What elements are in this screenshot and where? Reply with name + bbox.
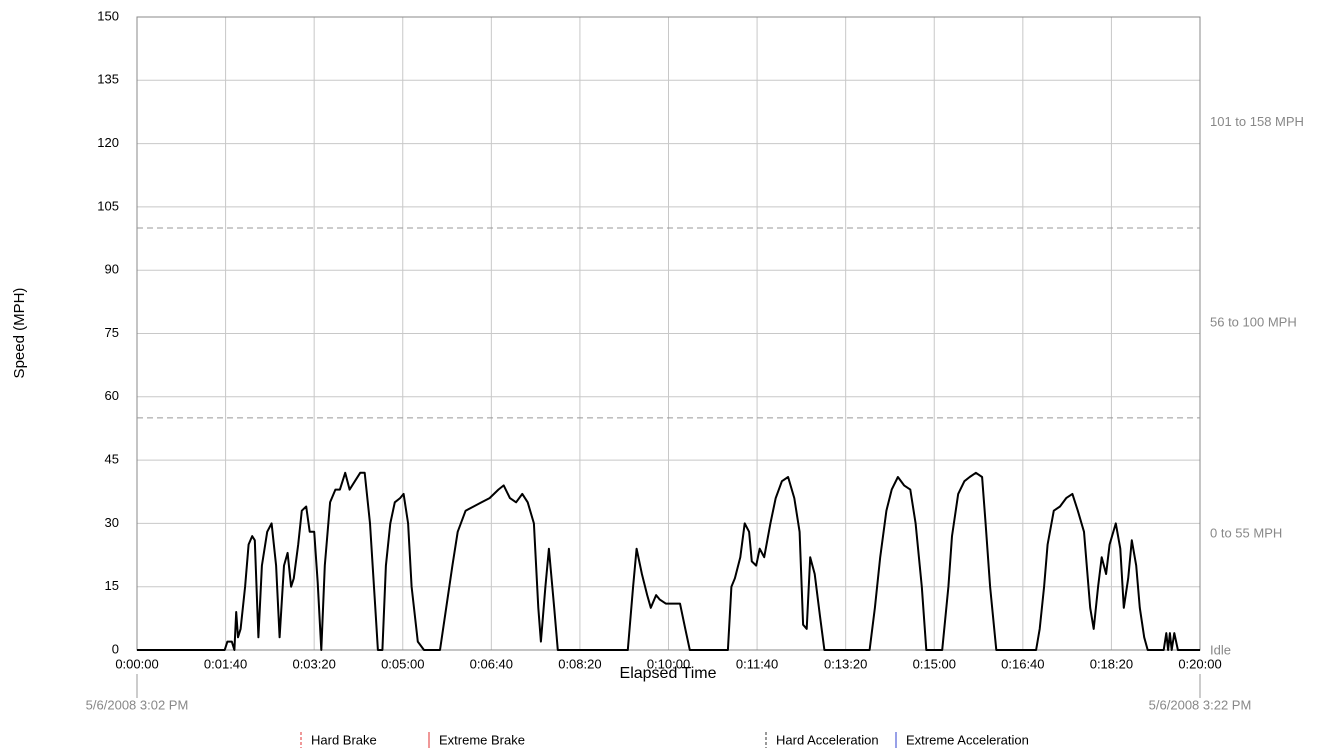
zone-label: Idle <box>1210 642 1231 657</box>
y-tick-label: 150 <box>97 8 119 23</box>
x-tick-label: 0:18:20 <box>1090 656 1133 671</box>
y-tick-label: 135 <box>97 72 119 87</box>
end-date: 5/6/2008 3:22 PM <box>1149 697 1252 712</box>
x-tick-label: 0:01:40 <box>204 656 247 671</box>
y-tick-label: 45 <box>105 452 119 467</box>
y-tick-label: 15 <box>105 578 119 593</box>
plot-frame <box>136 16 1201 651</box>
legend-label: Hard Acceleration <box>776 732 879 747</box>
start-date: 5/6/2008 3:02 PM <box>86 697 189 712</box>
y-tick-label: 0 <box>112 641 119 656</box>
x-tick-label: 0:00:00 <box>115 656 158 671</box>
zone-label: 101 to 158 MPH <box>1210 114 1304 129</box>
zone-label: 0 to 55 MPH <box>1210 525 1282 540</box>
x-tick-label: 0:06:40 <box>470 656 513 671</box>
x-tick-label: 0:16:40 <box>1001 656 1044 671</box>
speed-line <box>137 471 1200 651</box>
legend-label: Extreme Brake <box>439 732 525 747</box>
legend-label: Extreme Acceleration <box>906 732 1029 747</box>
x-tick-label: 0:20:00 <box>1178 656 1221 671</box>
x-tick-label: 0:15:00 <box>913 656 956 671</box>
y-tick-label: 90 <box>105 262 119 277</box>
x-tick-label: 0:08:20 <box>558 656 601 671</box>
x-tick-label: 0:10:00 <box>647 656 690 671</box>
x-tick-label: 0:03:20 <box>292 656 335 671</box>
zone-label: 56 to 100 MPH <box>1210 314 1297 329</box>
x-axis-label: Elapsed Time <box>620 665 717 682</box>
x-tick-label: 0:13:20 <box>824 656 867 671</box>
y-tick-label: 60 <box>105 388 119 403</box>
legend-label: Hard Brake <box>311 732 377 747</box>
y-tick-label: 105 <box>97 198 119 213</box>
x-tick-label: 0:11:40 <box>736 656 778 671</box>
y-tick-label: 120 <box>97 135 119 150</box>
y-tick-label: 30 <box>105 515 119 530</box>
y-tick-label: 75 <box>105 325 119 340</box>
y-axis-label: Speed (MPH) <box>11 288 28 379</box>
x-tick-label: 0:05:00 <box>381 656 424 671</box>
